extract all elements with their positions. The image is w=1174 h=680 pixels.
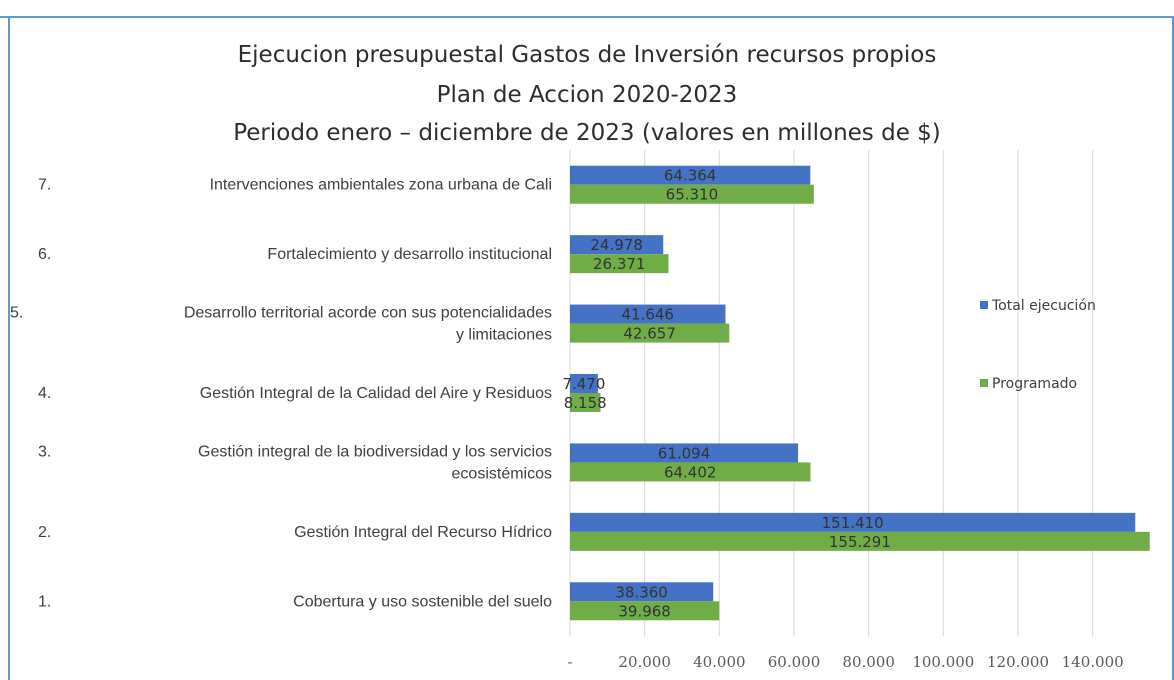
category-label: Intervenciones ambientales zona urbana d… <box>210 177 552 194</box>
gridlines <box>569 150 1094 636</box>
x-tick-label: 120.000 <box>987 653 1049 671</box>
frame-right-border <box>1172 16 1174 680</box>
data-label: 39.968 <box>618 602 671 620</box>
data-label: 64.364 <box>664 167 717 185</box>
data-label: 38.360 <box>615 583 668 601</box>
x-tick-label: 140.000 <box>1062 653 1124 671</box>
bar-total-ejecucion <box>570 512 1136 532</box>
x-tick-label: 80.000 <box>842 653 895 671</box>
category-label: Cobertura y uso sostenible del suelo <box>293 593 552 610</box>
bar-total-ejecucion <box>570 443 799 463</box>
data-label: 7.470 <box>562 375 605 393</box>
bar-total-ejecucion <box>570 374 598 393</box>
data-label: 8.158 <box>564 394 607 412</box>
category-label: Gestión integral de la biodiversidad y l… <box>198 443 552 460</box>
bar-programado <box>570 254 669 274</box>
category-label: Desarrollo territorial acorde con sus po… <box>184 305 552 322</box>
bar-programado <box>570 393 601 412</box>
category-number: 6. <box>38 246 51 263</box>
x-tick-label: 100.000 <box>912 653 974 671</box>
x-tick-label: 60.000 <box>768 653 821 671</box>
data-label: 26.371 <box>593 255 646 273</box>
bar-total-ejecucion <box>570 582 714 602</box>
frame-left-border <box>8 16 10 680</box>
chart-title-line-1: Ejecucion presupuestal Gastos de Inversi… <box>237 42 937 68</box>
bars <box>570 165 1150 621</box>
data-label: 61.094 <box>658 444 711 462</box>
legend: Total ejecución Programado <box>980 298 1096 392</box>
legend-label: Total ejecución <box>991 298 1096 314</box>
x-axis-ticks: - 20.000 40.000 60.000 80.000 100.000 120.000 1… <box>567 653 1123 671</box>
category-number: 1. <box>38 593 51 610</box>
data-label: 42.657 <box>623 325 676 343</box>
category-number: 7. <box>38 177 51 194</box>
data-label: 65.310 <box>666 186 719 204</box>
data-label: 41.646 <box>621 306 674 324</box>
bar-total-ejecucion <box>570 304 726 324</box>
x-tick-label: 40.000 <box>693 653 746 671</box>
x-tick-label: 20.000 <box>618 653 671 671</box>
bar-programado <box>570 601 720 621</box>
category-label: ecosistémicos <box>452 465 552 482</box>
category-number: 5. <box>10 305 23 322</box>
bar-programado <box>570 184 814 204</box>
bar-programado <box>570 323 730 343</box>
category-number: 4. <box>38 385 51 402</box>
category-labels: 7. Intervenciones ambientales zona urbana… <box>10 177 552 611</box>
bar-programado <box>570 462 811 482</box>
category-label: Gestión Integral de la Calidad del Aire … <box>200 385 552 402</box>
legend-swatch <box>980 301 988 309</box>
category-number: 3. <box>38 443 51 460</box>
bar-total-ejecucion <box>570 165 811 185</box>
bar-total-ejecucion <box>570 235 664 255</box>
chart-title-line-2: Plan de Accion 2020-2023 <box>436 82 738 108</box>
category-label: y limitaciones <box>456 327 552 344</box>
chart-title-line-3: Periodo enero – diciembre de 2023 (valor… <box>233 120 941 146</box>
data-label: 24.978 <box>590 236 643 254</box>
data-label: 155.291 <box>829 533 891 551</box>
data-label: 64.402 <box>664 463 717 481</box>
x-tick-label: - <box>567 653 572 671</box>
category-number: 2. <box>38 524 51 541</box>
bar-programado <box>570 531 1150 551</box>
legend-swatch <box>980 379 988 387</box>
category-label: Gestión Integral del Recurso Hídrico <box>294 524 552 541</box>
legend-label: Programado <box>992 376 1077 392</box>
category-label: Fortalecimiento y desarrollo institucion… <box>267 246 552 263</box>
data-label: 151.410 <box>822 514 884 532</box>
frame-top-border <box>0 16 1174 18</box>
